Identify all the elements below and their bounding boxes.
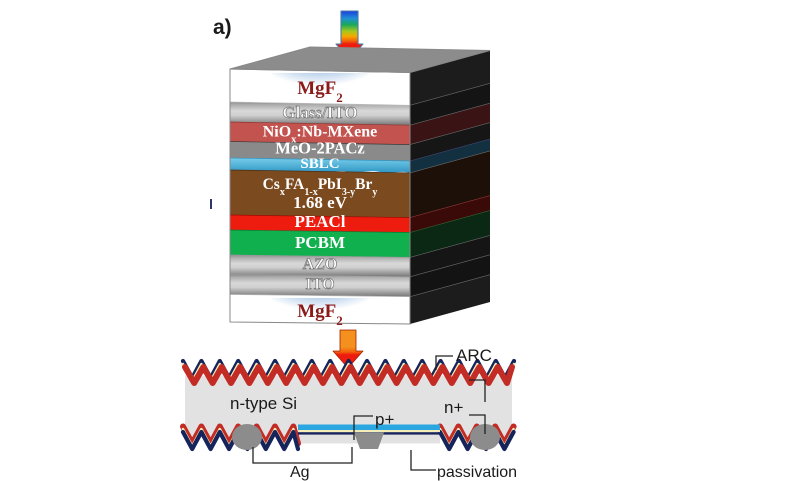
svg-text:1.68 eV: 1.68 eV	[293, 193, 348, 212]
svg-text:MgF2: MgF2	[297, 301, 343, 328]
svg-text:ITO: ITO	[305, 276, 334, 293]
svg-text:PCBM: PCBM	[295, 233, 345, 252]
svg-text:Glass/ITO: Glass/ITO	[282, 103, 357, 122]
svg-text:PEACl: PEACl	[295, 212, 346, 231]
svg-text:MeO-2PACz: MeO-2PACz	[275, 139, 365, 158]
svg-text:AZO: AZO	[303, 256, 338, 273]
svg-text:SBLC: SBLC	[300, 156, 339, 172]
svg-text:ARC: ARC	[456, 346, 492, 365]
svg-text:p+: p+	[375, 410, 394, 429]
svg-text:passivation: passivation	[437, 464, 517, 481]
svg-text:Ag: Ag	[290, 464, 310, 481]
svg-text:n-type Si: n-type Si	[230, 394, 297, 413]
svg-text:n+: n+	[444, 398, 463, 417]
